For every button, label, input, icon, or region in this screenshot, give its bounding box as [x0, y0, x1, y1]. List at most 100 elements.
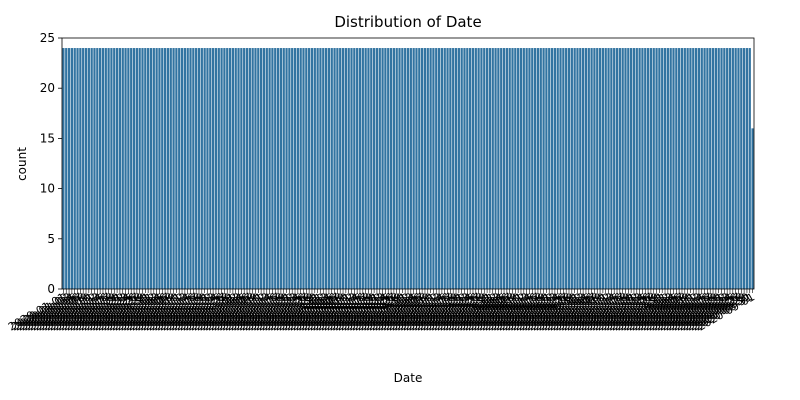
bar-2020-01-01: [62, 48, 65, 289]
bar-2020-02-17: [195, 48, 198, 289]
bar-2020-03-21: [288, 48, 291, 289]
bar-2020-08-22: [723, 48, 726, 289]
bar-2020-07-28: [652, 48, 655, 289]
bar-2020-06-02: [494, 48, 497, 289]
bar-2020-05-30: [485, 48, 489, 289]
bar-2020-08-24: [728, 48, 732, 289]
bar-2020-07-19: [627, 48, 630, 289]
bar-2020-07-30: [658, 48, 661, 289]
bar-2020-07-02: [579, 48, 582, 289]
bar-2020-02-02: [152, 48, 155, 289]
bar-2020-02-14: [186, 48, 189, 289]
bar-2020-05-24: [469, 48, 472, 289]
bar-2020-03-03: [237, 48, 240, 289]
bar-2020-06-01: [491, 48, 494, 289]
bar-2020-07-01: [576, 48, 579, 289]
bar-2020-01-14: [99, 48, 102, 289]
bar-2020-08-04: [672, 48, 675, 289]
bar-2020-05-13: [437, 48, 441, 289]
plot-frame: [61, 37, 755, 290]
bar-2020-01-13: [96, 48, 99, 289]
bar-2020-06-12: [522, 48, 525, 289]
bar-2020-02-25: [217, 48, 220, 289]
bar-2020-01-03: [67, 48, 71, 289]
bar-2020-04-25: [387, 48, 390, 289]
bar-2020-08-03: [669, 48, 672, 289]
bar-2020-08-19: [714, 48, 717, 289]
bar-2020-03-24: [296, 48, 299, 289]
bar-2020-08-09: [686, 48, 689, 289]
y-tick-label: 25: [40, 31, 55, 45]
bar-2020-08-21: [720, 48, 723, 289]
bar-2020-04-27: [392, 48, 396, 289]
bar-2020-05-23: [466, 48, 469, 289]
bar-2020-07-08: [596, 48, 599, 289]
bar-2020-04-08: [339, 48, 342, 289]
bar-2020-03-30: [313, 48, 316, 289]
bar-2020-03-16: [274, 48, 277, 289]
bar-2020-02-04: [158, 48, 161, 289]
bar-2020-06-09: [514, 48, 517, 289]
bars: [62, 48, 754, 289]
bar-2020-01-16: [104, 48, 107, 289]
bar-2020-05-17: [449, 48, 452, 289]
bar-2020-06-18: [539, 48, 542, 289]
bar-2020-03-25: [299, 48, 302, 289]
bar-2020-01-24: [127, 48, 130, 289]
bar-2020-02-01: [149, 48, 153, 289]
bar-2020-02-08: [169, 48, 172, 289]
bar-2020-08-17: [709, 48, 712, 289]
bar-2020-07-23: [638, 48, 641, 289]
bar-2020-05-15: [443, 48, 446, 289]
bar-2020-03-09: [254, 48, 257, 289]
chart-title: Distribution of Date: [334, 13, 481, 31]
bar-2020-03-17: [276, 48, 280, 289]
x-axis: 2020-01-012020-01-022020-01-032020-01-04…: [6, 289, 757, 334]
bar-2020-04-22: [378, 48, 381, 289]
bar-2020-08-07: [680, 48, 684, 289]
bar-2020-03-27: [305, 48, 308, 289]
bar-2020-08-30: [745, 48, 749, 289]
bar-2020-06-16: [533, 48, 537, 289]
bar-2020-05-16: [446, 48, 449, 289]
bar-2020-05-09: [426, 48, 429, 289]
bar-2020-01-11: [90, 48, 93, 289]
y-axis-label: count: [15, 147, 29, 181]
bar-2020-01-15: [101, 48, 105, 289]
x-axis-label: Date: [394, 371, 423, 385]
bar-2020-06-05: [502, 48, 506, 289]
bar-2020-06-24: [556, 48, 559, 289]
bar-2020-06-23: [553, 48, 556, 289]
bar-2020-07-03: [581, 48, 585, 289]
bar-2020-01-06: [76, 48, 79, 289]
bar-2020-06-27: [565, 48, 568, 289]
bar-2020-01-12: [93, 48, 96, 289]
y-axis: 0 5 10 15 20 25: [40, 31, 62, 296]
bar-2020-08-01: [663, 48, 667, 289]
bar-2020-01-26: [132, 48, 136, 289]
bar-2020-08-27: [737, 48, 740, 289]
bar-2020-06-04: [500, 48, 503, 289]
bar-2020-02-16: [192, 48, 195, 289]
bar-2020-06-25: [559, 48, 562, 289]
bar-2020-06-17: [536, 48, 540, 289]
bar-2020-01-29: [141, 48, 144, 289]
bar-2020-03-04: [240, 48, 243, 289]
bar-2020-04-07: [336, 48, 339, 289]
bar-2020-07-17: [621, 48, 624, 289]
bar-2020-04-17: [364, 48, 367, 289]
bar-2020-05-08: [423, 48, 427, 289]
bar-2020-04-20: [372, 48, 376, 289]
bar-2020-07-27: [649, 48, 653, 289]
bar-2020-04-23: [381, 48, 384, 289]
bar-2020-05-19: [454, 48, 458, 289]
bar-2020-04-02: [322, 48, 325, 289]
y-tick-label: 10: [40, 182, 55, 196]
bar-2020-08-11: [692, 48, 695, 289]
bar-2020-07-12: [607, 48, 610, 289]
bar-2020-08-31: [748, 48, 751, 289]
bar-2020-02-05: [161, 48, 164, 289]
y-tick-label: 20: [40, 81, 55, 95]
bar-2020-06-20: [545, 48, 548, 289]
